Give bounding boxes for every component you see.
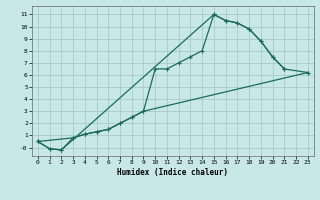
X-axis label: Humidex (Indice chaleur): Humidex (Indice chaleur) — [117, 168, 228, 177]
